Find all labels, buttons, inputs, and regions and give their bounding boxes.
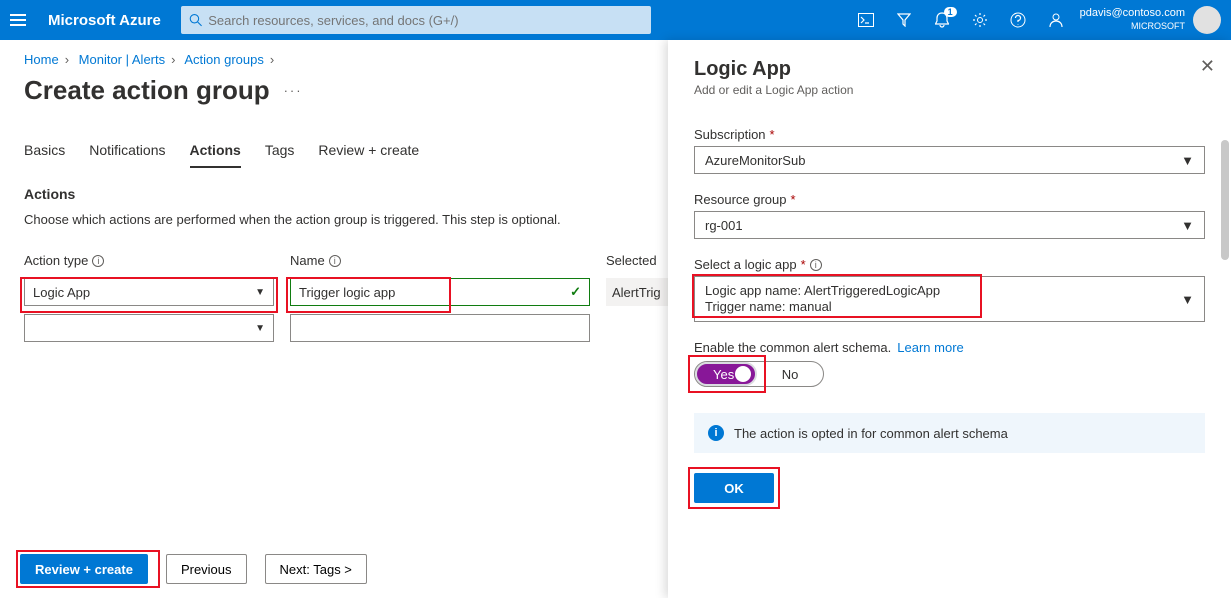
learn-more-link[interactable]: Learn more (897, 340, 963, 355)
toggle-no: No (782, 367, 799, 382)
chevron-down-icon: ▼ (255, 323, 265, 334)
search-icon (189, 13, 202, 27)
action-type-select[interactable]: Logic App ▼ (24, 278, 274, 306)
subscription-select[interactable]: AzureMonitorSub ▼ (694, 146, 1205, 174)
info-icon[interactable]: i (810, 259, 822, 271)
subscription-label: Subscription (694, 127, 766, 142)
tab-basics[interactable]: Basics (24, 142, 65, 168)
action-name-input-empty[interactable] (290, 314, 590, 342)
page-title: Create action group (24, 75, 270, 106)
notifications-icon[interactable]: 1 (932, 10, 952, 30)
info-icon[interactable]: i (329, 255, 341, 267)
logic-app-line1: Logic app name: AlertTriggeredLogicApp (705, 283, 940, 299)
info-text: The action is opted in for common alert … (734, 426, 1008, 441)
chevron-down-icon: ▼ (1181, 218, 1194, 233)
tab-notifications[interactable]: Notifications (89, 142, 165, 168)
action-type-select-empty[interactable]: ▼ (24, 314, 274, 342)
panel-title: Logic App (694, 58, 1205, 81)
feedback-icon[interactable] (1046, 10, 1066, 30)
panel-subtitle: Add or edit a Logic App action (694, 83, 1205, 97)
previous-button[interactable]: Previous (166, 554, 247, 584)
brand-logo[interactable]: Microsoft Azure (48, 12, 161, 29)
footer-buttons: Review + create Previous Next: Tags > (20, 554, 367, 584)
logic-app-select[interactable]: Logic app name: AlertTriggeredLogicApp T… (694, 276, 1205, 322)
chevron-down-icon: ▼ (1181, 153, 1194, 168)
check-icon: ✓ (570, 284, 581, 300)
menu-icon[interactable] (10, 10, 30, 30)
logic-app-line2: Trigger name: manual (705, 299, 940, 315)
crumb-home[interactable]: Home (24, 52, 59, 67)
user-org: MICROSOFT (1131, 20, 1185, 33)
tab-review[interactable]: Review + create (318, 142, 419, 168)
schema-label: Enable the common alert schema. (694, 340, 891, 355)
toggle-yes: Yes (713, 367, 734, 382)
crumb-monitor[interactable]: Monitor | Alerts (79, 52, 165, 67)
next-button[interactable]: Next: Tags > (265, 554, 367, 584)
action-type-value: Logic App (33, 285, 90, 300)
tab-tags[interactable]: Tags (265, 142, 295, 168)
global-search[interactable] (181, 6, 651, 34)
resource-group-select[interactable]: rg-001 ▼ (694, 211, 1205, 239)
schema-toggle[interactable]: Yes No (694, 361, 824, 387)
col-selected: Selected (606, 253, 657, 268)
logic-app-panel: ✕ Logic App Add or edit a Logic App acti… (668, 40, 1231, 598)
info-icon: i (708, 425, 724, 441)
tab-actions[interactable]: Actions (190, 142, 241, 168)
avatar[interactable] (1193, 6, 1221, 34)
settings-icon[interactable] (970, 10, 990, 30)
chevron-down-icon: ▼ (255, 287, 265, 298)
subscription-value: AzureMonitorSub (705, 153, 805, 168)
close-icon[interactable]: ✕ (1200, 56, 1215, 77)
col-name: Name (290, 253, 325, 268)
search-input[interactable] (208, 13, 643, 28)
col-action-type: Action type (24, 253, 88, 268)
crumb-action-groups[interactable]: Action groups (184, 52, 264, 67)
review-create-button[interactable]: Review + create (20, 554, 148, 584)
cloud-shell-icon[interactable] (856, 10, 876, 30)
scrollbar[interactable] (1221, 140, 1229, 260)
top-bar: Microsoft Azure 1 pdavis@contoso.com MIC… (0, 0, 1231, 40)
ok-button[interactable]: OK (694, 473, 774, 503)
notification-badge: 1 (944, 7, 957, 17)
chevron-down-icon: ▼ (1181, 292, 1194, 307)
resource-group-label: Resource group (694, 192, 787, 207)
filter-icon[interactable] (894, 10, 914, 30)
selected-value: AlertTrig (612, 285, 661, 300)
user-info[interactable]: pdavis@contoso.com MICROSOFT (1080, 7, 1185, 33)
info-icon[interactable]: i (92, 255, 104, 267)
action-name-value: Trigger logic app (299, 285, 395, 300)
help-icon[interactable] (1008, 10, 1028, 30)
info-banner: i The action is opted in for common aler… (694, 413, 1205, 453)
topbar-icons: 1 (856, 10, 1066, 30)
logic-app-label: Select a logic app (694, 257, 797, 272)
user-email: pdavis@contoso.com (1080, 7, 1185, 20)
resource-group-value: rg-001 (705, 218, 743, 233)
more-icon[interactable]: ··· (284, 83, 303, 98)
action-name-input[interactable]: Trigger logic app ✓ (290, 278, 590, 306)
